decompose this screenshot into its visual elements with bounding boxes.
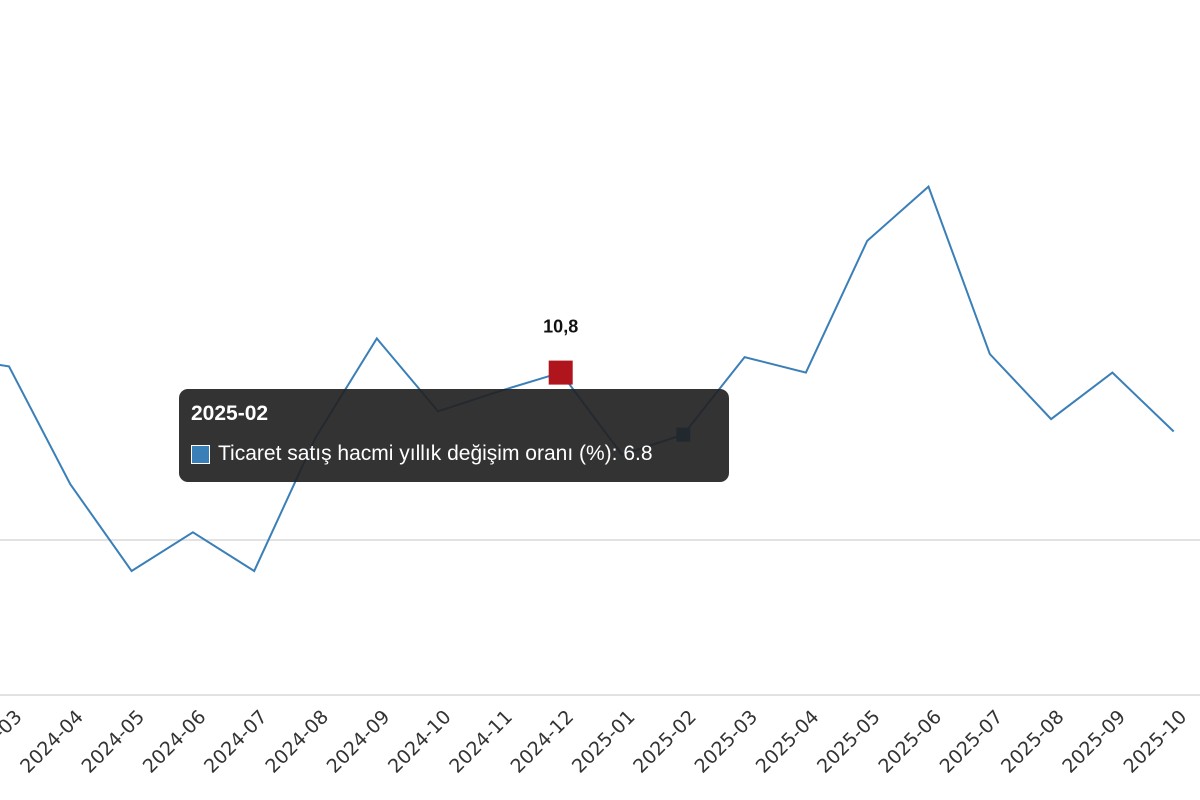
x-axis-labels: 2024-022024-032024-042024-052024-062024-… <box>0 706 1191 778</box>
x-tick-label: 2025-03 <box>690 706 762 778</box>
x-tick-label: 2025-08 <box>997 706 1069 778</box>
x-tick-label: 2024-09 <box>323 706 395 778</box>
x-tick-label: 2024-05 <box>77 706 149 778</box>
x-tick-label: 2024-12 <box>507 706 579 778</box>
x-tick-label: 2025-09 <box>1058 706 1130 778</box>
tooltip-title: 2025-02 <box>191 402 269 425</box>
x-tick-label: 2025-05 <box>813 706 885 778</box>
tooltip: 2025-02 Ticaret satış hacmi yıllık değiş… <box>179 389 729 482</box>
x-tick-label: 2024-10 <box>384 706 456 778</box>
x-tick-label: 2024-06 <box>139 706 211 778</box>
data-label: 10,8 <box>543 317 578 337</box>
tooltip-row: Ticaret satış hacmi yıllık değişim oranı… <box>191 441 717 467</box>
x-tick-label: 2024-08 <box>261 706 333 778</box>
tooltip-series-label: Ticaret satış hacmi yıllık değişim oranı… <box>218 442 612 465</box>
series-line <box>0 184 1175 573</box>
x-tick-label: 2025-07 <box>936 706 1008 778</box>
tooltip-swatch <box>191 444 210 464</box>
x-tick-label: 2024-07 <box>200 706 272 778</box>
tooltip-colon: : <box>611 442 624 465</box>
highlight-marker[interactable] <box>548 360 573 385</box>
x-tick-label: 2024-11 <box>445 706 517 778</box>
x-tick-label: 2025-06 <box>874 706 946 778</box>
x-tick-label: 2025-01 <box>568 706 640 778</box>
x-tick-label: 2025-10 <box>1120 706 1192 778</box>
x-tick-label: 2025-04 <box>752 706 824 778</box>
gridlines <box>0 539 1200 696</box>
tooltip-value: 6.8 <box>623 442 653 465</box>
series-line-path <box>0 184 1175 573</box>
x-tick-label: 2024-04 <box>16 706 88 778</box>
x-tick-label: 2025-02 <box>629 706 701 778</box>
